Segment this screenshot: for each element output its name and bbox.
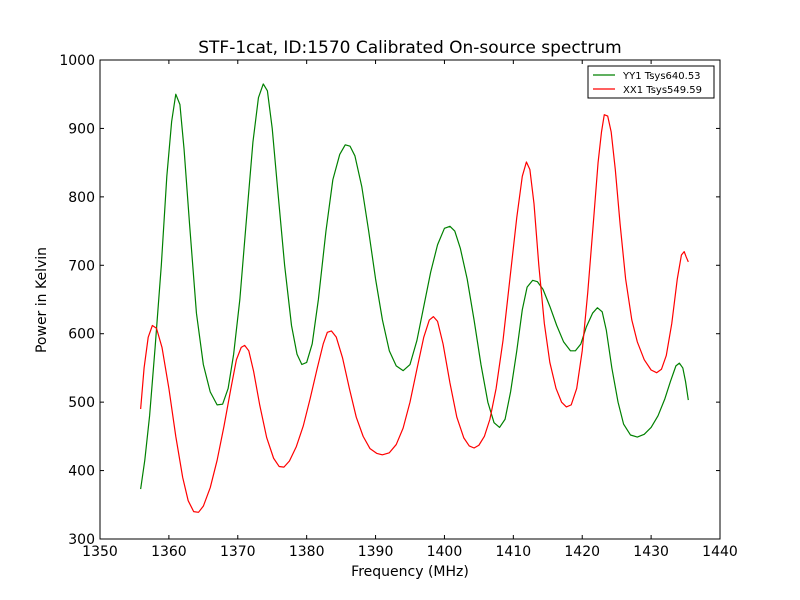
legend-entry-label: YY1 Tsys640.53 [622,71,701,82]
y-axis-label: Power in Kelvin [34,247,50,353]
legend: YY1 Tsys640.53 XX1 Tsys549.59 [587,65,715,99]
x-tick-label: 1440 [702,544,738,560]
y-tick-label: 800 [68,190,95,206]
x-tick-label: 1360 [151,544,187,560]
x-tick-label: 1350 [82,544,118,560]
x-axis-label: Frequency (MHz) [351,564,469,580]
x-axis: 1350 1360 1370 1380 1390 1400 1410 1420 1430 1440 [82,60,738,560]
x-tick-label: 1420 [564,544,600,560]
series-line-yy1 [140,83,689,490]
legend-box [587,65,715,99]
x-tick-label: 1370 [220,544,256,560]
x-tick-label: 1400 [427,544,463,560]
x-tick-label: 1390 [358,544,394,560]
series-line-xx1 [140,114,689,513]
y-tick-label: 700 [68,258,95,274]
y-tick-label: 900 [68,121,95,137]
y-tick-label: 300 [68,532,95,548]
chart-title: STF-1cat, ID:1570 Calibrated On-source s… [198,38,621,58]
x-tick-label: 1430 [633,544,669,560]
y-tick-label: 600 [68,327,95,343]
y-tick-label: 400 [68,464,95,480]
x-tick-label: 1410 [496,544,532,560]
series-layer [140,83,689,513]
y-axis: 300 400 500 600 700 800 900 1000 [59,53,720,548]
y-tick-label: 1000 [59,53,95,69]
y-tick-label: 500 [68,395,95,411]
plot-area: 1350 1360 1370 1380 1390 1400 1410 1420 1430 1440… [59,53,737,560]
plot-frame [99,59,721,540]
x-tick-label: 1380 [289,544,325,560]
legend-entry-label: XX1 Tsys549.59 [623,85,702,96]
